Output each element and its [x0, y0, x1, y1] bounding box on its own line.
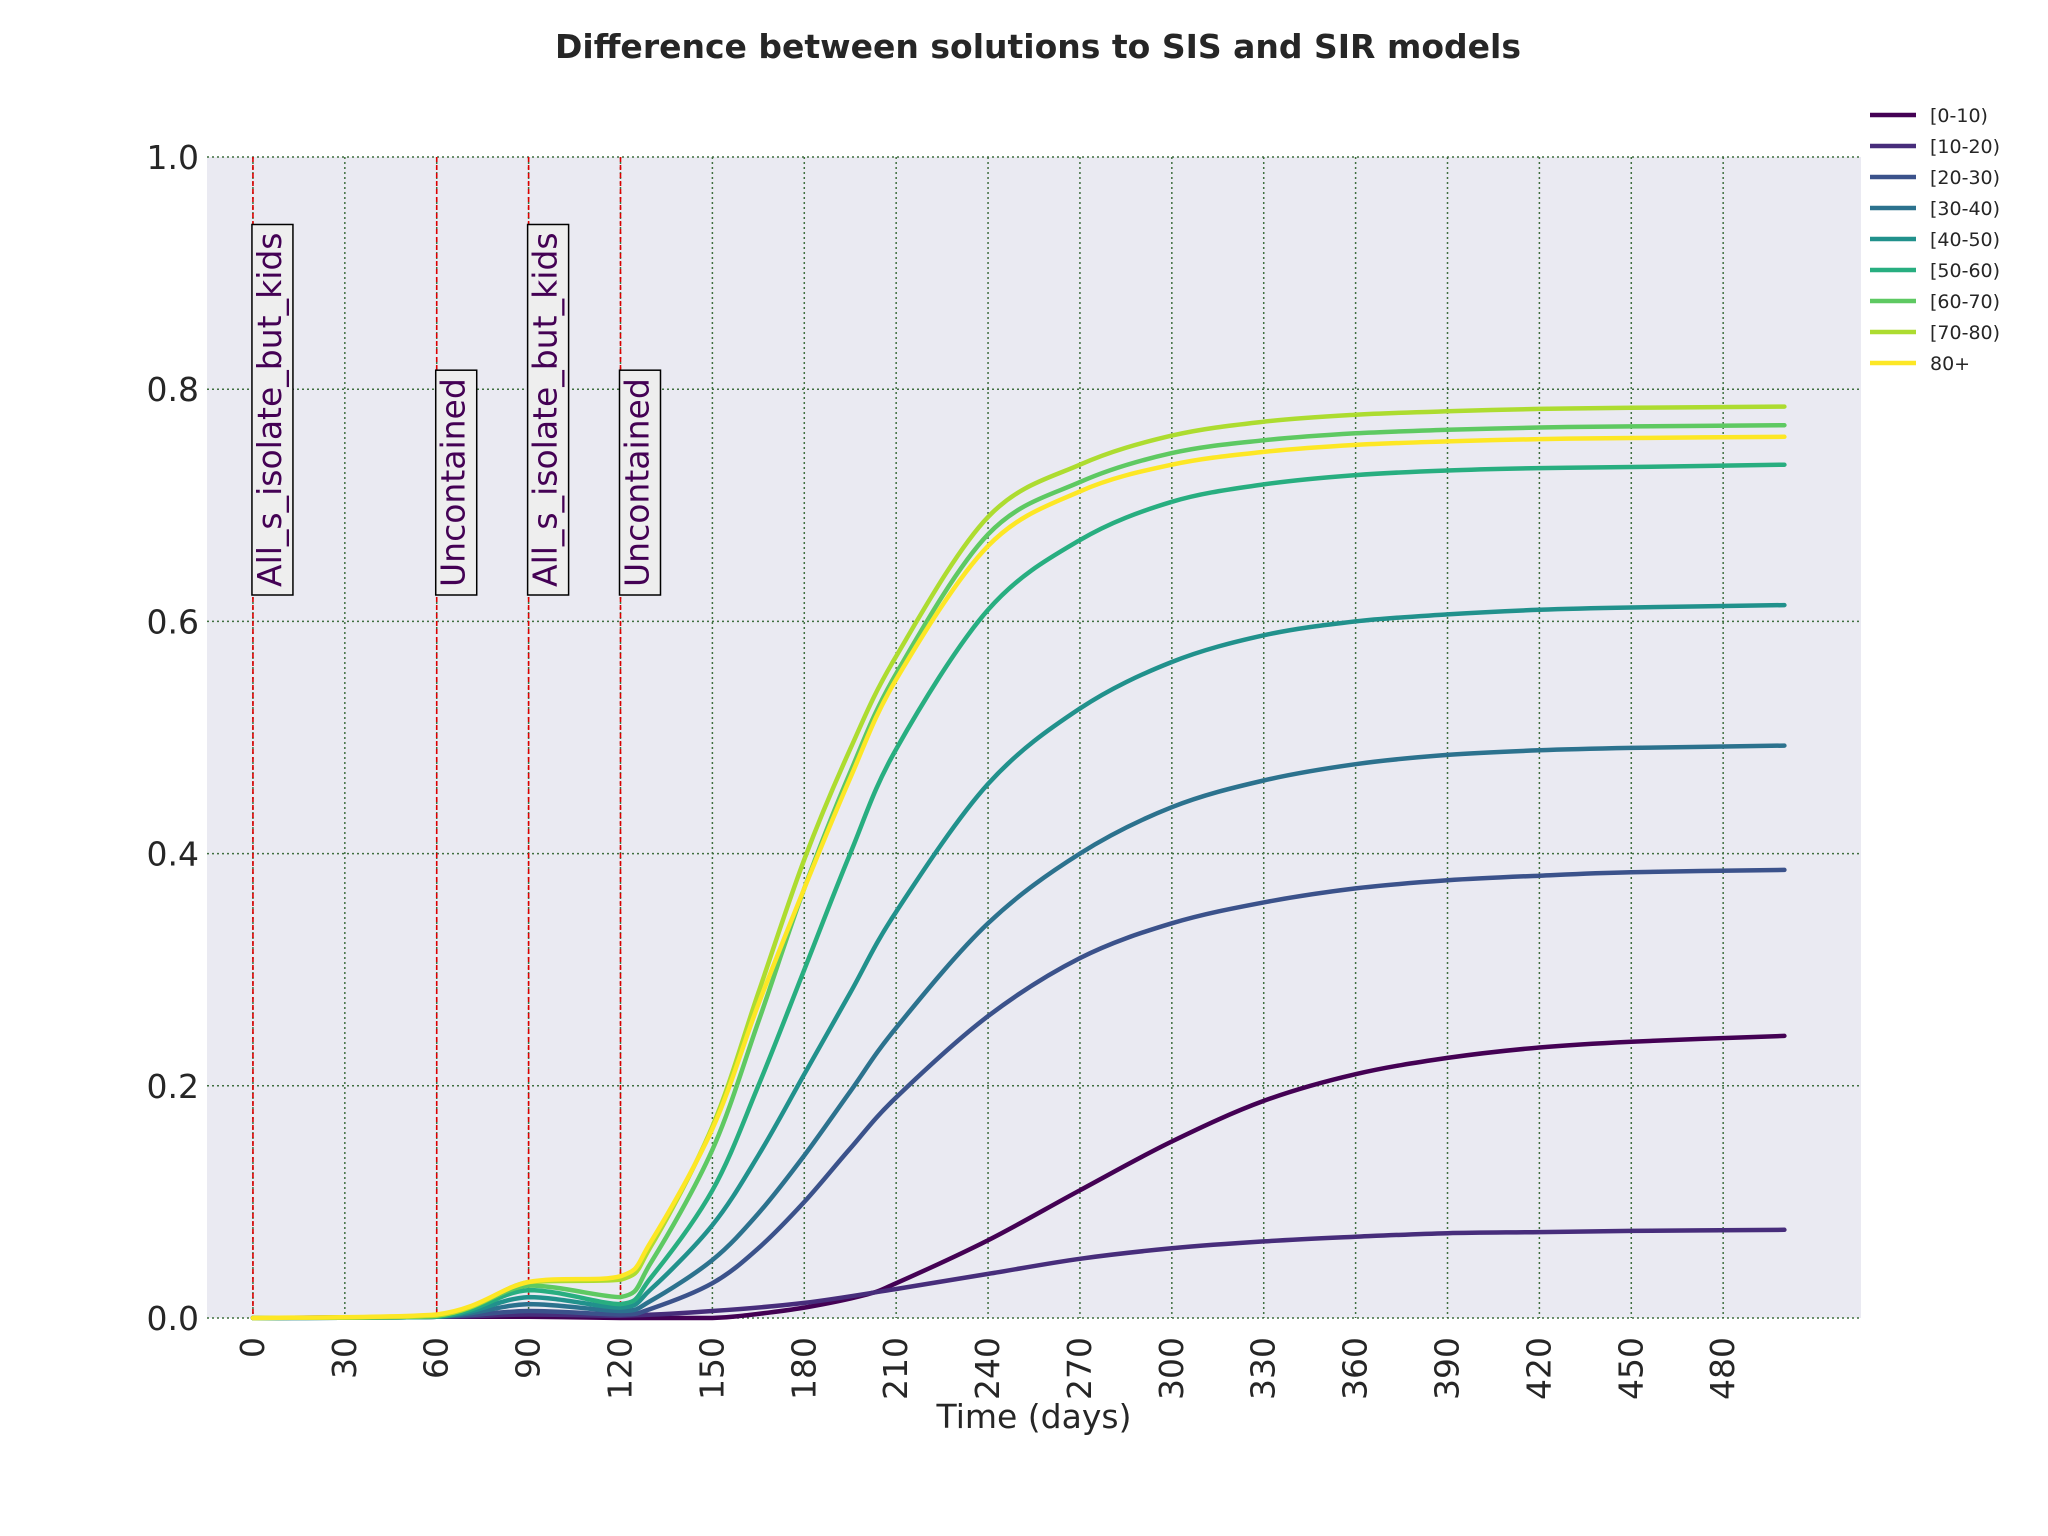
series-line-8 — [250, 404, 1787, 1321]
series-line-9 — [250, 434, 1787, 1321]
series-line-3 — [250, 867, 1787, 1321]
legend-label: [0-10) — [1930, 105, 1988, 127]
series-line-6 — [250, 462, 1787, 1321]
series-line-2 — [250, 1227, 1787, 1321]
phase-markers: All_s_isolate_but_kids Uncontained All_s_i… — [250, 157, 662, 1318]
series-lines — [250, 404, 1787, 1321]
phase-label: All_s_isolate_but_kids — [250, 223, 294, 596]
series-line-7 — [250, 422, 1787, 1321]
legend-label: [50-60) — [1930, 260, 2000, 282]
x-tick-label: 240 — [968, 1337, 1007, 1400]
y-tick-label: 0.8 — [147, 370, 199, 409]
phase-label-text: All_s_isolate_but_kids — [526, 232, 565, 587]
x-tick-label: 120 — [601, 1337, 640, 1400]
series-line-4 — [250, 743, 1787, 1321]
x-tick-label: 30 — [325, 1337, 364, 1379]
chart-title: Difference between solutions to SIS and … — [555, 27, 1521, 66]
x-tick-label: 330 — [1244, 1337, 1283, 1400]
x-tick-label: 480 — [1703, 1337, 1742, 1400]
legend: [0-10) [10-20) [20-30) [30-40) [40-50) [50-60… — [1870, 105, 2000, 375]
phase-label: Uncontained — [434, 369, 478, 596]
phase-label: All_s_isolate_but_kids — [526, 223, 570, 596]
x-tick-label: 360 — [1336, 1337, 1375, 1400]
x-tick-label: 0 — [233, 1337, 272, 1358]
phase-label-text: Uncontained — [618, 378, 657, 587]
x-tick-label: 150 — [692, 1337, 731, 1400]
phase-label-box — [618, 369, 662, 596]
legend-label: [20-30) — [1930, 167, 2000, 189]
legend-item: 80+ — [1870, 353, 1970, 375]
x-tick-label: 420 — [1519, 1337, 1558, 1400]
legend-label: 80+ — [1930, 353, 1970, 375]
plot-background — [207, 157, 1861, 1318]
x-tick-label: 180 — [784, 1337, 823, 1400]
legend-label: [40-50) — [1930, 229, 2000, 251]
y-tick-labels: 0.0 0.2 0.4 0.6 0.8 1.0 — [147, 138, 199, 1338]
x-tick-label: 450 — [1611, 1337, 1650, 1400]
phase-label: Uncontained — [618, 369, 662, 596]
y-tick-label: 1.0 — [147, 138, 199, 177]
legend-item: [20-30) — [1870, 167, 2000, 189]
x-axis-label: Time (days) — [936, 1397, 1132, 1436]
series-line-5 — [250, 602, 1787, 1321]
x-tick-labels: 0 30 60 90 120 150 180 210 240 270 300 330 360 390 420… — [233, 1337, 1742, 1400]
phase-label-text: Uncontained — [434, 378, 473, 587]
y-tick-label: 0.0 — [147, 1299, 199, 1338]
y-tick-label: 0.6 — [147, 602, 199, 641]
phase-label-box — [251, 223, 294, 596]
legend-item: [50-60) — [1870, 260, 2000, 282]
legend-label: [30-40) — [1930, 198, 2000, 220]
legend-item: [0-10) — [1870, 105, 1988, 127]
x-tick-label: 90 — [509, 1337, 548, 1379]
phase-label-box — [434, 369, 478, 596]
x-tick-label: 210 — [876, 1337, 915, 1400]
x-tick-label: 300 — [1152, 1337, 1191, 1400]
x-tick-label: 270 — [1060, 1337, 1099, 1400]
legend-item: [60-70) — [1870, 291, 2000, 313]
legend-item: [10-20) — [1870, 136, 2000, 158]
legend-label: [60-70) — [1930, 291, 2000, 313]
phase-label-box — [526, 223, 570, 596]
legend-item: [40-50) — [1870, 229, 2000, 251]
phase-label-text: All_s_isolate_but_kids — [250, 232, 289, 587]
x-tick-label: 390 — [1428, 1337, 1467, 1400]
legend-label: [10-20) — [1930, 136, 2000, 158]
legend-label: [70-80) — [1930, 322, 2000, 344]
x-tick-label: 60 — [417, 1337, 456, 1379]
legend-item: [70-80) — [1870, 322, 2000, 344]
legend-item: [30-40) — [1870, 198, 2000, 220]
y-tick-label: 0.2 — [147, 1067, 199, 1106]
y-tick-label: 0.4 — [147, 835, 199, 874]
